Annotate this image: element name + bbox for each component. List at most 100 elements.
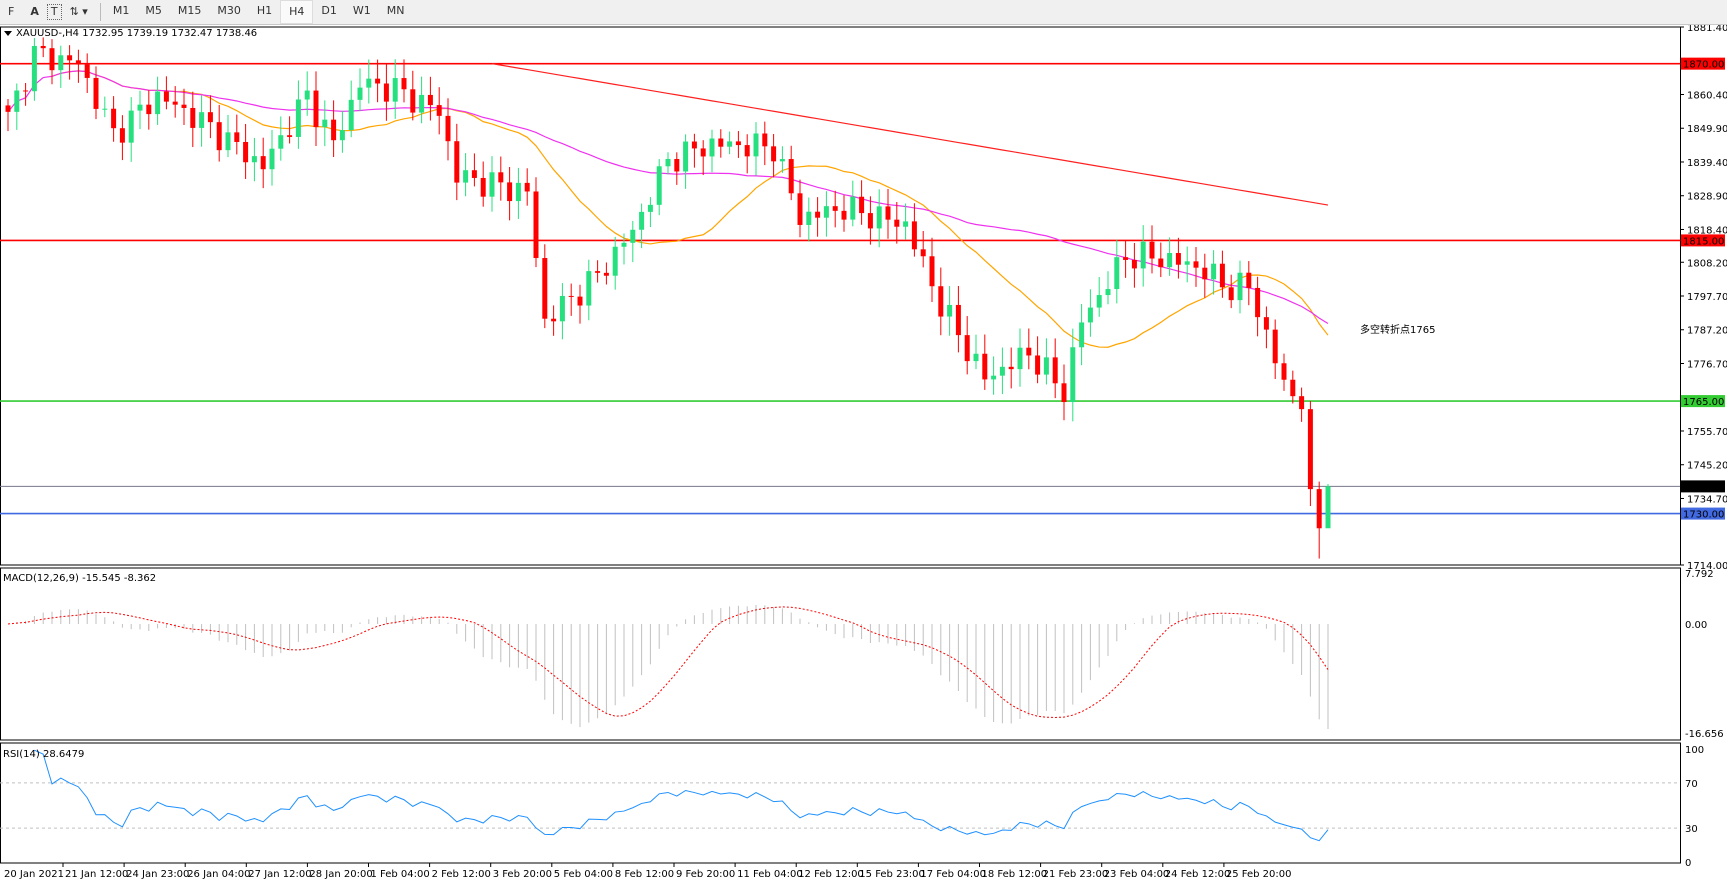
candle-body: [859, 196, 865, 214]
candle-body: [489, 172, 495, 197]
candle-body: [1263, 317, 1269, 330]
rsi-label: RSI(14) 28.6479: [3, 749, 84, 760]
candle-body: [1079, 322, 1085, 348]
candle-body: [383, 83, 389, 102]
candle-body: [999, 366, 1005, 376]
candle-body: [867, 213, 873, 229]
candle-body: [507, 182, 513, 202]
candle-body: [243, 141, 249, 163]
candle-body: [348, 99, 354, 131]
timeframe-h1[interactable]: H1: [256, 4, 273, 17]
candle-body: [1061, 383, 1067, 403]
candle-body: [1316, 489, 1322, 529]
candle-body: [753, 133, 759, 157]
candle-body: [225, 132, 231, 151]
candle-body: [463, 170, 469, 183]
timeframe-w1[interactable]: W1: [352, 4, 371, 17]
candle-body: [1202, 267, 1208, 280]
timeframe-m30[interactable]: M30: [217, 4, 241, 17]
candle-body: [1299, 396, 1305, 410]
candle-body: [947, 304, 953, 317]
candle-body: [392, 78, 398, 102]
candle-body: [744, 145, 750, 157]
macd-label: MACD(12,26,9) -15.545 -8.362: [3, 573, 156, 584]
time-axis-label: 8 Feb 12:00: [615, 869, 674, 880]
candle-body: [1114, 257, 1120, 290]
text-label-icon[interactable]: T: [46, 4, 62, 20]
candle-body: [515, 182, 521, 202]
candle-body: [269, 148, 275, 170]
candle-body: [1043, 357, 1049, 375]
time-axis-label: 12 Feb 12:00: [798, 869, 864, 880]
candle-body: [1255, 287, 1261, 318]
timeframe-mn[interactable]: MN: [386, 4, 405, 17]
candle-body: [278, 135, 284, 149]
candle-body: [691, 141, 697, 149]
candle-body: [586, 271, 592, 306]
price-axis-label: 1787.20: [1687, 326, 1727, 337]
timeframe-m15[interactable]: M15: [177, 4, 202, 17]
arrows-icon[interactable]: ⇅ ▾: [69, 5, 88, 18]
candle-body: [1070, 347, 1076, 403]
candle-body: [788, 159, 794, 194]
candle-body: [1184, 261, 1190, 265]
time-axis-label: 5 Feb 04:00: [554, 869, 613, 880]
price-axis-label: 1818.40: [1687, 225, 1727, 236]
candle-body: [955, 304, 961, 336]
candle-body: [1167, 253, 1173, 268]
candle-body: [797, 193, 803, 225]
candle-body: [207, 112, 213, 123]
candle-body: [1325, 486, 1331, 529]
price-axis-label: 1714.00: [1687, 561, 1727, 572]
candle-body: [313, 90, 319, 128]
candle-body: [234, 132, 240, 142]
candle-body: [973, 353, 979, 362]
chart-area[interactable]: 1881.40 1860.40 1849.90 1839.40 1828.90 1818.…: [0, 25, 1727, 886]
candle-body: [445, 115, 451, 142]
candle-body: [454, 141, 460, 183]
rsi-axis-label: 100: [1685, 745, 1704, 756]
candle-body: [683, 141, 689, 172]
price-axis-label: 1745.20: [1687, 461, 1727, 472]
text-icon[interactable]: A: [30, 5, 39, 18]
timeframe-h4[interactable]: H4: [280, 0, 314, 24]
candle-body: [49, 48, 55, 71]
chart-title: XAUUSD-,H4 1732.95 1739.19 1732.47 1738.…: [16, 28, 257, 39]
candle-body: [14, 90, 20, 112]
time-axis-label: 15 Feb 23:00: [859, 869, 925, 880]
candle-body: [357, 87, 363, 100]
time-axis-label: 26 Jan 04:00: [187, 869, 250, 880]
time-axis-label: 28 Jan 20:00: [309, 869, 372, 880]
candle-body: [199, 112, 205, 128]
candle-body: [137, 104, 143, 111]
candle-body: [665, 159, 671, 167]
candle-body: [146, 104, 152, 115]
dropdown-arrow-icon: ▾: [82, 5, 88, 18]
fibo-icon[interactable]: F: [8, 5, 15, 18]
candle-body: [331, 119, 337, 141]
time-axis-label: 3 Feb 20:00: [493, 869, 552, 880]
candle-body: [885, 206, 891, 220]
time-axis-label: 23 Feb 04:00: [1104, 869, 1170, 880]
price-axis-label: 1881.40: [1687, 25, 1727, 34]
collapse-arrow-icon[interactable]: [4, 31, 12, 36]
candle-body: [700, 148, 706, 157]
candle-body: [577, 296, 583, 306]
candle-body: [1281, 363, 1287, 380]
time-axis-label: 11 Feb 04:00: [737, 869, 803, 880]
rsi-axis-label: 0: [1685, 858, 1691, 869]
candle-body: [480, 177, 486, 197]
time-axis-label: 20 Jan 2021: [4, 869, 64, 880]
candle-body: [401, 78, 407, 90]
candle-body: [656, 166, 662, 205]
candle-body: [427, 94, 433, 106]
candle-body: [1105, 289, 1111, 296]
ma-mid-line: [7, 70, 1329, 324]
candle-body: [823, 206, 829, 218]
timeframe-m5[interactable]: M5: [145, 4, 162, 17]
candle-body: [31, 45, 37, 92]
timeframe-m1[interactable]: M1: [112, 4, 130, 17]
candle-body: [1096, 295, 1102, 308]
candle-body: [58, 55, 64, 71]
timeframe-d1[interactable]: D1: [321, 4, 337, 17]
